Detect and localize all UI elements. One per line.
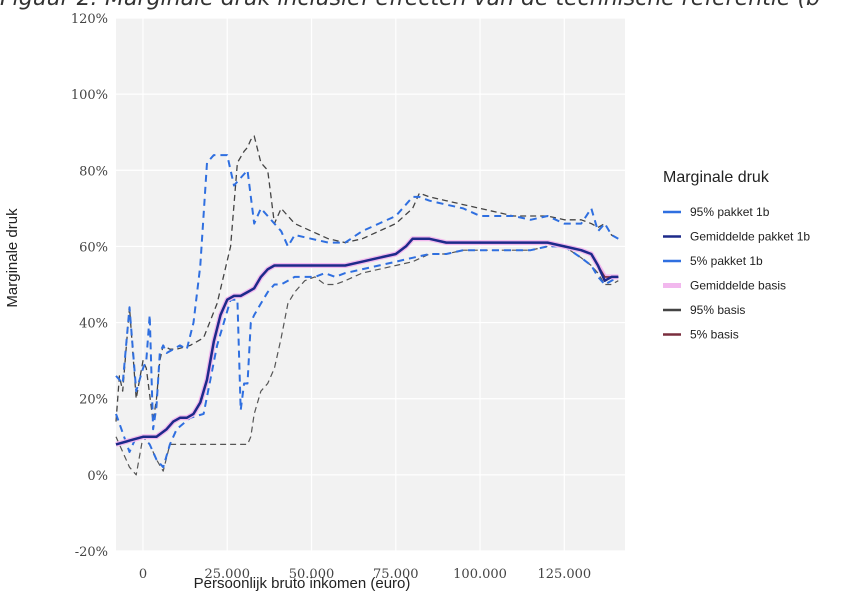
x-tick-label: 25.000 [204,567,250,582]
x-tick-label: 50.000 [289,567,335,582]
legend-label: 95% basis [690,303,745,317]
y-tick-label: 120% [71,12,108,27]
y-tick-label: 0% [87,469,108,484]
y-tick-label: 40% [79,317,108,332]
legend-label: 5% pakket 1b [690,254,763,268]
x-tick-label: 125.000 [537,567,591,582]
series-line-5-pakket-1b [115,245,619,469]
series-line-95-pakket-1b [115,154,619,431]
y-axis: -20% 0% 20% 40% 60% 80% 100% 120% [71,12,108,560]
legend-label: 95% pakket 1b [690,205,770,219]
y-tick-label: 100% [71,88,108,103]
x-tick-label: 100.000 [453,567,507,582]
legend-label: 5% basis [690,328,739,342]
x-axis: 0 25.000 50.000 75.000 100.000 125.000 [139,567,591,582]
y-axis-label: Marginale druk [4,208,21,308]
x-tick-label: 0 [139,567,147,582]
x-tick-label: 75.000 [373,567,419,582]
plot-background [116,18,625,551]
series-layer [115,135,619,476]
y-tick-label: -20% [75,545,108,560]
x-axis-label: Persoonlijk bruto inkomen (euro) [194,575,411,592]
legend: Marginale druk 95% pakket 1b Gemiddelde p… [663,169,810,342]
figure-title: Figuur 2: Marginale druk inclusief effec… [0,0,856,11]
legend-title: Marginale druk [663,169,770,186]
y-tick-label: 60% [79,240,108,255]
y-tick-label: 80% [79,164,108,179]
grid [116,17,625,552]
series-line-95-basis [115,135,619,423]
legend-label: Gemiddelde basis [690,279,786,293]
y-tick-label: 20% [79,393,108,408]
series-line-gemiddelde-pakket-1b [115,237,619,446]
legend-label: Gemiddelde pakket 1b [690,230,810,244]
